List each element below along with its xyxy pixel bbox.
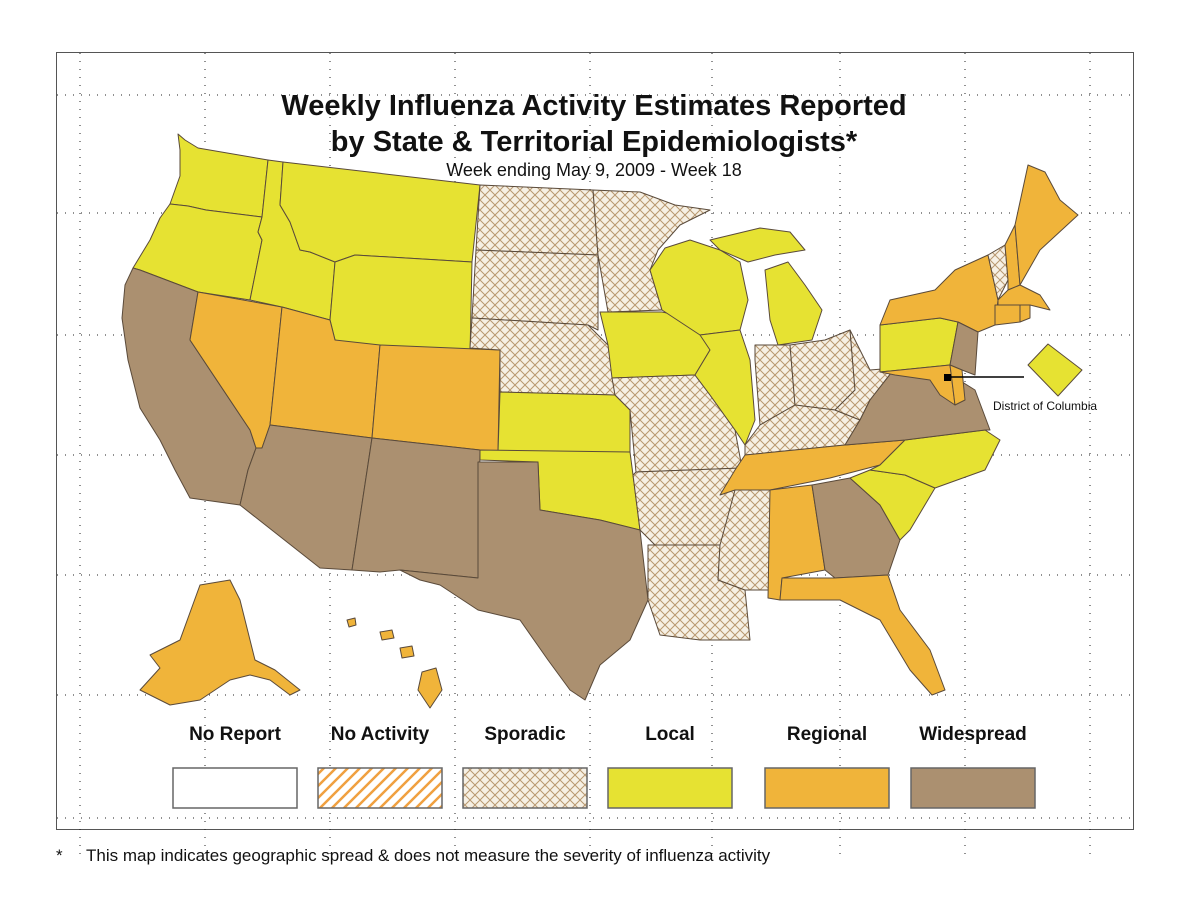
map-title-line-2: by State & Territorial Epidemiologists* [330,126,858,158]
state-WY[interactable] [329,254,473,356]
state-SD[interactable] [471,249,599,331]
legend-label-widespread: Widespread [919,724,1027,745]
state-HI-4[interactable] [417,667,443,709]
legend-label-no-report: No Report [189,724,281,745]
state-RI[interactable] [1019,304,1031,323]
legend-label-no-activity: No Activity [330,724,430,745]
state-HI-1[interactable] [346,617,357,628]
state-NM[interactable] [351,437,481,579]
legend-swatch-no-activity [317,767,443,809]
legend-label-sporadic: Sporadic [484,724,566,745]
state-MN[interactable] [592,189,711,313]
footnote-star: * [56,846,63,865]
state-PA[interactable] [879,317,959,373]
state-MT[interactable] [279,161,481,263]
state-IL[interactable] [694,329,756,446]
legend-label-regional: Regional [786,724,868,745]
state-HI-3[interactable] [399,645,415,659]
legend-swatch-no-report [172,767,298,809]
legend-swatch-local [607,767,733,809]
state-MI[interactable] [764,261,823,346]
state-DE[interactable] [949,364,966,406]
state-CT[interactable] [994,304,1021,326]
map-title-line-1: Weekly Influenza Activity Estimates Repo… [281,90,907,122]
state-AK[interactable] [139,579,301,706]
map-subtitle: Week ending May 9, 2009 - Week 18 [446,160,742,180]
state-ME[interactable] [1014,164,1079,286]
dc-label: District of Columbia [993,399,1098,413]
state-KS[interactable] [497,391,631,453]
state-CO[interactable] [371,344,501,453]
legend-swatch-widespread [910,767,1036,809]
footnote-text: This map indicates geographic spread & d… [86,846,771,865]
footnote: * This map indicates geographic spread & … [56,846,770,866]
state-MI-upper[interactable] [709,227,806,263]
legend-swatches [172,767,1036,809]
legend-swatch-sporadic [462,767,588,809]
legend-label-local: Local [645,724,695,745]
state-FL[interactable] [779,574,946,696]
dc-leader [944,374,1024,381]
legend-swatch-regional [764,767,890,809]
state-TX[interactable] [399,461,649,701]
state-DC-inset[interactable] [1027,343,1083,397]
dotted-grid [57,53,1132,860]
state-HI-2[interactable] [379,629,395,641]
state-ND[interactable] [475,184,599,256]
state-NJ[interactable] [949,321,979,376]
state-WI[interactable] [649,239,749,336]
